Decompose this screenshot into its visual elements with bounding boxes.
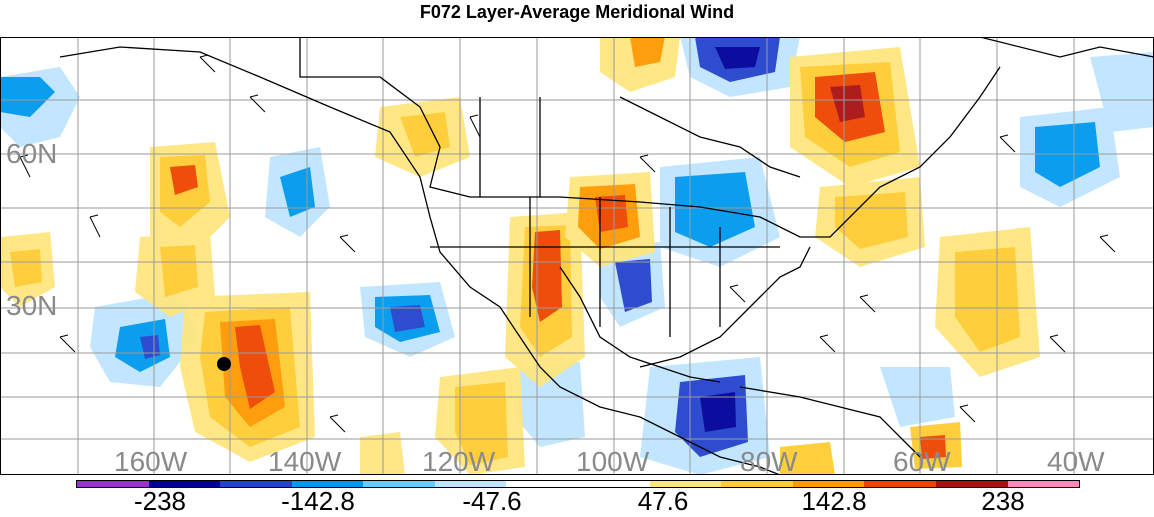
colorbar-segment bbox=[792, 481, 865, 487]
lat-label-60n: 60N bbox=[6, 138, 58, 169]
colorbar bbox=[76, 480, 1080, 488]
wind-map bbox=[0, 37, 1154, 475]
lon-label-140w: 140W bbox=[268, 446, 342, 477]
colorbar-label: 238 bbox=[981, 486, 1025, 516]
colorbar-segment bbox=[77, 481, 149, 487]
colorbar-segment bbox=[291, 481, 364, 487]
lon-label-160w: 160W bbox=[114, 446, 188, 477]
colorbar-segment bbox=[935, 481, 1008, 487]
colorbar-segment bbox=[864, 481, 936, 487]
lon-label-40w: 40W bbox=[1047, 446, 1105, 477]
lon-label-100w: 100W bbox=[576, 446, 650, 477]
colorbar-label: 47.6 bbox=[637, 486, 689, 516]
lon-label-120w: 120W bbox=[422, 446, 496, 477]
colorbar-segment bbox=[1007, 481, 1080, 487]
colorbar-segment bbox=[649, 481, 722, 487]
coastlines bbox=[59, 37, 1154, 475]
lat-label-30n: 30N bbox=[6, 290, 58, 321]
colorbar-segment bbox=[434, 481, 507, 487]
colorbar-label: 142.8 bbox=[801, 486, 867, 516]
lon-label-80w: 80W bbox=[740, 446, 798, 477]
wind-barbs bbox=[19, 54, 1116, 433]
colorbar-segment bbox=[148, 481, 221, 487]
colorbar-segment bbox=[506, 481, 579, 487]
location-marker bbox=[217, 357, 231, 371]
positive-wind-regions bbox=[0, 37, 1040, 475]
colorbar-segment bbox=[363, 481, 435, 487]
colorbar-segment bbox=[721, 481, 793, 487]
colorbar-segment bbox=[220, 481, 292, 487]
colorbar-segment bbox=[578, 481, 650, 487]
colorbar-label: -238 bbox=[133, 486, 187, 516]
graticule bbox=[0, 37, 1154, 475]
colorbar-label: -47.6 bbox=[462, 486, 522, 516]
lon-label-60w: 60W bbox=[893, 446, 951, 477]
map-title: F072 Layer-Average Meridional Wind bbox=[419, 2, 735, 22]
colorbar-label: -142.8 bbox=[281, 486, 355, 516]
